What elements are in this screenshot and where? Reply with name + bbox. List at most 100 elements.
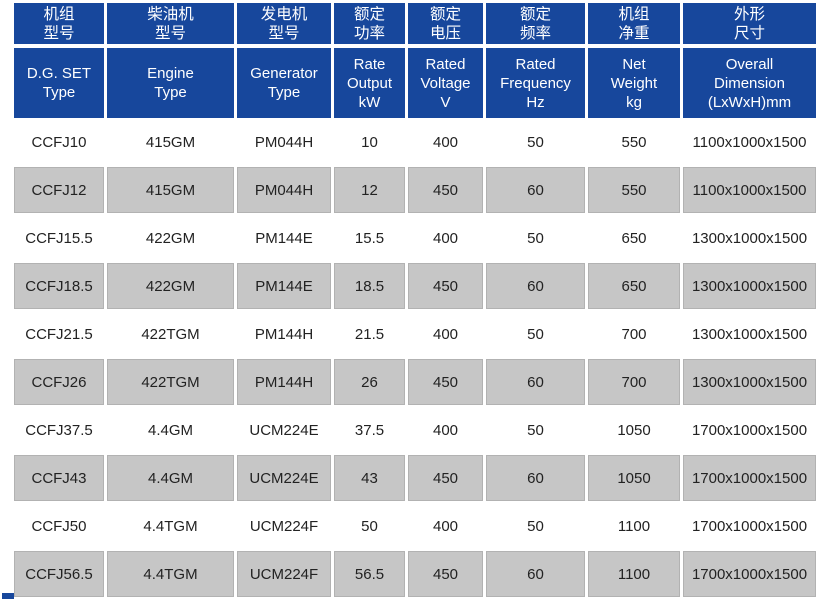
- table-cell: 400: [432, 517, 459, 535]
- table-cell: CCFJ56.5: [14, 551, 104, 597]
- table-cell: 400: [432, 133, 459, 151]
- table-cell: 550: [588, 167, 680, 213]
- table-cell: UCM224F: [249, 517, 319, 535]
- header-cell-output-en: Rate Output kW: [334, 48, 405, 118]
- table-cell: 450: [408, 455, 483, 501]
- table-cell: 415GM: [107, 167, 234, 213]
- table-cell: 400: [432, 421, 459, 439]
- table-cell: CCFJ12: [14, 167, 104, 213]
- table-cell: 4.4TGM: [143, 517, 198, 535]
- table-row: CCFJ43 4.4GM UCM224E 43 450 60 1050 1700x1000x1…: [14, 454, 816, 502]
- table-cell: 1100x1000x1500: [683, 167, 816, 213]
- header-cell-dimension-en: Overall Dimension (LxWxH)mm: [683, 48, 816, 118]
- table-cell: 50: [527, 325, 544, 343]
- table-cell: 422GM: [107, 263, 234, 309]
- header-cell-generator-en: Generator Type: [237, 48, 331, 118]
- table-cell: 422TGM: [141, 325, 200, 343]
- header-cell-engine-en: Engine Type: [107, 48, 234, 118]
- table-cell: 4.4GM: [147, 421, 193, 439]
- table-cell: 1300x1000x1500: [683, 359, 816, 405]
- header-cell-dgset-zh: 机组 型号: [14, 3, 104, 44]
- table-cell: 450: [408, 551, 483, 597]
- table-row: CCFJ10 415GM PM044H 10 400 50 550 1100x1000x150…: [14, 118, 816, 166]
- table-cell: PM144H: [237, 359, 331, 405]
- table-cell: 37.5: [354, 421, 385, 439]
- table-cell: 60: [486, 167, 585, 213]
- table-cell: 50: [527, 517, 544, 535]
- table-header-row-chinese: 机组 型号 柴油机 型号 发电机 型号 额定 功率 额定 电压 额定 频率 机组…: [14, 3, 816, 44]
- table-row: CCFJ37.5 4.4GM UCM224E 37.5 400 50 1050 1700x10…: [14, 406, 816, 454]
- table-cell: PM044H: [254, 133, 314, 151]
- table-cell: 1100: [617, 517, 651, 535]
- table-cell: 50: [527, 229, 544, 247]
- table-cell: 422GM: [145, 229, 196, 247]
- table-cell: 450: [408, 263, 483, 309]
- table-header-row-english: D.G. SET Type Engine Type Generator Type…: [14, 48, 816, 118]
- table-cell: CCFJ50: [31, 517, 87, 535]
- table-cell: CCFJ21.5: [25, 325, 93, 343]
- table-cell: 60: [486, 263, 585, 309]
- table-body: CCFJ10 415GM PM044H 10 400 50 550 1100x1000x150…: [14, 118, 816, 598]
- table-cell: 422TGM: [107, 359, 234, 405]
- table-cell: 50: [361, 517, 378, 535]
- table-cell: PM144E: [237, 263, 331, 309]
- table-cell: 400: [432, 229, 459, 247]
- header-cell-dimension-zh: 外形 尺寸: [683, 3, 816, 44]
- header-cell-frequency-zh: 额定 频率: [486, 3, 585, 44]
- table-cell: 550: [621, 133, 647, 151]
- table-cell: CCFJ10: [31, 133, 87, 151]
- table-row: CCFJ21.5 422TGM PM144H 21.5 400 50 700 1300x100…: [14, 310, 816, 358]
- table-cell: 56.5: [334, 551, 405, 597]
- header-cell-voltage-zh: 额定 电压: [408, 3, 483, 44]
- table-cell: 50: [527, 133, 544, 151]
- header-cell-generator-zh: 发电机 型号: [237, 3, 331, 44]
- table-cell: 12: [334, 167, 405, 213]
- table-cell: 1700x1000x1500: [691, 517, 808, 535]
- table-cell: 18.5: [334, 263, 405, 309]
- table-cell: CCFJ26: [14, 359, 104, 405]
- header-cell-voltage-en: Rated Voltage V: [408, 48, 483, 118]
- header-cell-dgset-en: D.G. SET Type: [14, 48, 104, 118]
- table-cell: 450: [408, 359, 483, 405]
- table-cell: 1100x1000x1500: [692, 133, 807, 151]
- table-cell: 43: [334, 455, 405, 501]
- table-cell: 4.4TGM: [107, 551, 234, 597]
- table-row: CCFJ15.5 422GM PM144E 15.5 400 50 650 1300x1000…: [14, 214, 816, 262]
- table-cell: CCFJ43: [14, 455, 104, 501]
- header-cell-weight-en: Net Weight kg: [588, 48, 680, 118]
- table-cell: 400: [432, 325, 459, 343]
- table-cell: 700: [621, 325, 647, 343]
- table-cell: 650: [621, 229, 647, 247]
- table-cell: 4.4GM: [107, 455, 234, 501]
- table-cell: CCFJ15.5: [25, 229, 93, 247]
- table-cell: 1700x1000x1500: [683, 455, 816, 501]
- table-cell: 1050: [617, 421, 651, 439]
- table-cell: 1700x1000x1500: [691, 421, 808, 439]
- table-cell: 415GM: [145, 133, 196, 151]
- table-cell: UCM224E: [237, 455, 331, 501]
- table-cell: 1100: [588, 551, 680, 597]
- table-cell: 60: [486, 359, 585, 405]
- table-cell: 60: [486, 455, 585, 501]
- table-cell: 15.5: [354, 229, 385, 247]
- table-cell: 60: [486, 551, 585, 597]
- table-cell: 26: [334, 359, 405, 405]
- table-cell: 10: [361, 133, 378, 151]
- header-cell-weight-zh: 机组 净重: [588, 3, 680, 44]
- table-cell: UCM224F: [237, 551, 331, 597]
- table-cell: 1300x1000x1500: [691, 229, 808, 247]
- table-row: CCFJ12 415GM PM044H 12 450 60 550 1100x1000x150…: [14, 166, 816, 214]
- table-cell: 1700x1000x1500: [683, 551, 816, 597]
- generator-spec-table: 机组 型号 柴油机 型号 发电机 型号 额定 功率 额定 电压 额定 频率 机组…: [14, 3, 816, 598]
- table-cell: 1050: [588, 455, 680, 501]
- table-cell: 50: [527, 421, 544, 439]
- table-cell: 1300x1000x1500: [691, 325, 808, 343]
- table-cell: 450: [408, 167, 483, 213]
- table-cell: PM144H: [254, 325, 314, 343]
- table-cell: PM144E: [255, 229, 313, 247]
- table-row: CCFJ26 422TGM PM144H 26 450 60 700 1300x1000x15…: [14, 358, 816, 406]
- table-row: CCFJ56.5 4.4TGM UCM224F 56.5 450 60 1100 1700x1…: [14, 550, 816, 598]
- next-section-header-peek: [2, 593, 14, 599]
- table-row: CCFJ50 4.4TGM UCM224F 50 400 50 1100 1700x1000x…: [14, 502, 816, 550]
